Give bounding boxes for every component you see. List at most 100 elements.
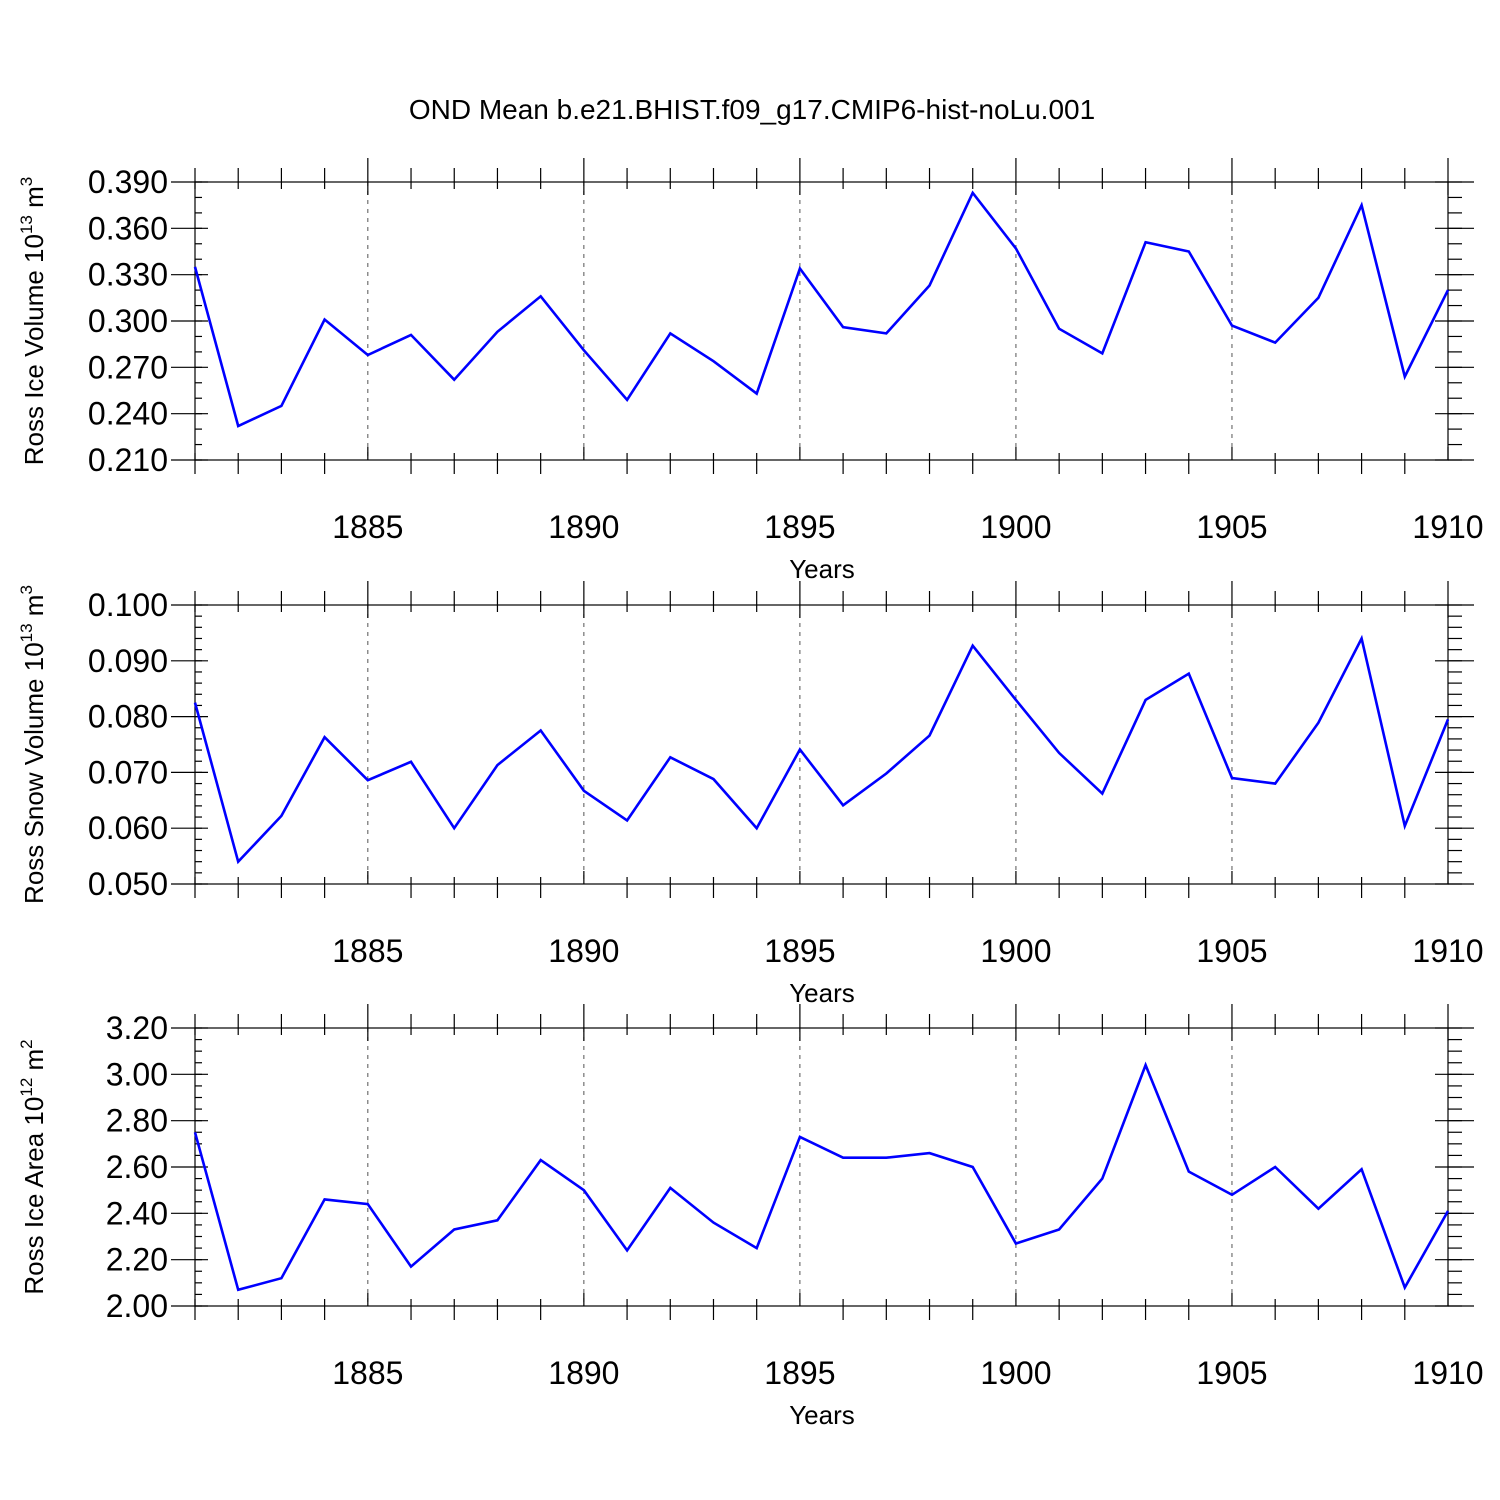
data-point	[885, 772, 887, 774]
y-tick-label: 0.300	[88, 303, 168, 339]
x-tick-label: 1890	[548, 1355, 619, 1391]
data-point	[1058, 752, 1060, 754]
data-point	[712, 1221, 714, 1223]
data-point	[1231, 777, 1233, 779]
y-axis-title-unit: m	[19, 1049, 49, 1078]
y-tick-label: 0.360	[88, 210, 168, 246]
y-axis-title-exponent: 13	[17, 623, 36, 642]
data-point	[928, 284, 930, 286]
data-point	[1144, 1064, 1146, 1066]
data-point	[539, 295, 541, 297]
x-tick-label: 1895	[764, 1355, 835, 1391]
x-tick-label: 1900	[980, 1355, 1051, 1391]
data-point	[367, 779, 369, 781]
chart-panel-snow-volume: 0.050 0.060 0.070 0.080 0.090 0.100 1885 1890 18…	[17, 581, 1484, 1008]
y-tick-label: 0.050	[88, 866, 168, 902]
data-point	[1274, 782, 1276, 784]
data-point	[323, 1198, 325, 1200]
y-tick-label: 0.270	[88, 349, 168, 385]
plot-frame	[194, 604, 1449, 885]
data-point	[1404, 1286, 1406, 1288]
x-tick-label: 1885	[332, 509, 403, 545]
data-point	[712, 778, 714, 780]
y-tick-label: 3.20	[106, 1010, 168, 1046]
series-line-ice-area	[193, 1061, 1450, 1292]
data-point	[410, 761, 412, 763]
x-tick-label: 1905	[1196, 933, 1267, 969]
data-point	[237, 425, 239, 427]
data-point	[194, 266, 196, 268]
plot-frame	[194, 181, 1449, 461]
data-point	[1101, 792, 1103, 794]
y-tick-label: 0.100	[88, 587, 168, 623]
data-point	[669, 332, 671, 334]
x-tick-label: 1885	[332, 933, 403, 969]
y-axis-title-unit-exponent: 3	[17, 177, 36, 186]
data-point	[755, 1247, 757, 1249]
chart-panel-ice-area: 2.00 2.20 2.40 2.60 2.80 3.00 3.20 1885 1890 1895…	[17, 1004, 1484, 1430]
data-point	[842, 326, 844, 328]
data-point	[972, 1166, 974, 1168]
y-axis-title-unit-exponent: 3	[17, 585, 36, 594]
data-point	[842, 1157, 844, 1159]
data-point	[755, 392, 757, 394]
data-point	[1317, 1208, 1319, 1210]
data-point	[367, 1203, 369, 1205]
data-point	[453, 1228, 455, 1230]
data-point	[1274, 341, 1276, 343]
data-point	[496, 331, 498, 333]
data-point	[410, 334, 412, 336]
data-point	[583, 790, 585, 792]
data-point	[539, 729, 541, 731]
data-point	[237, 1289, 239, 1291]
data-point	[1058, 1228, 1060, 1230]
data-point	[1101, 352, 1103, 354]
chart-panel-ice-volume: 0.210 0.240 0.270 0.300 0.330 0.360 0.390 1885 1…	[17, 158, 1484, 584]
y-tick-label: 2.60	[106, 1149, 168, 1185]
data-point	[237, 860, 239, 862]
y-axis-title-exponent: 13	[17, 215, 36, 234]
data-point	[194, 1131, 196, 1133]
x-axis-title: Years	[789, 1400, 855, 1430]
x-tick-label: 1890	[548, 933, 619, 969]
series-line-ice-volume	[193, 190, 1450, 428]
data-point	[1447, 289, 1449, 291]
data-point	[1144, 241, 1146, 243]
data-point	[885, 1157, 887, 1159]
y-tick-label: 2.00	[106, 1288, 168, 1324]
x-tick-label: 1905	[1196, 1355, 1267, 1391]
data-point	[1144, 699, 1146, 701]
data-point	[799, 748, 801, 750]
data-point	[323, 736, 325, 738]
data-point	[712, 360, 714, 362]
y-axis-title-exponent: 12	[17, 1078, 36, 1097]
chart-title: OND Mean b.e21.BHIST.f09_g17.CMIP6-hist-…	[409, 94, 1095, 125]
y-axis-title-unit: m	[19, 186, 49, 215]
data-point	[1015, 247, 1017, 249]
data-point	[367, 354, 369, 356]
data-point	[280, 1277, 282, 1279]
data-point	[1101, 1177, 1103, 1179]
y-axis-title: Ross Ice Area 1012 m2	[17, 1039, 49, 1294]
y-tick-label: 2.40	[106, 1195, 168, 1231]
data-point	[842, 804, 844, 806]
data-point	[1404, 375, 1406, 377]
data-point	[1404, 825, 1406, 827]
data-point	[1360, 637, 1362, 639]
data-point	[280, 815, 282, 817]
series-line-snow-volume	[193, 634, 1450, 865]
x-tick-label: 1910	[1412, 933, 1483, 969]
x-tick-label: 1900	[980, 933, 1051, 969]
data-point	[1188, 672, 1190, 674]
data-point	[539, 1159, 541, 1161]
data-point	[1447, 1210, 1449, 1212]
plot-frame	[194, 1027, 1449, 1307]
data-point	[1015, 699, 1017, 701]
x-tick-label: 1910	[1412, 1355, 1483, 1391]
data-point	[972, 192, 974, 194]
y-tick-label: 0.390	[88, 164, 168, 200]
data-point	[1317, 722, 1319, 724]
y-tick-label: 0.330	[88, 257, 168, 293]
data-point	[496, 764, 498, 766]
data-point	[885, 332, 887, 334]
